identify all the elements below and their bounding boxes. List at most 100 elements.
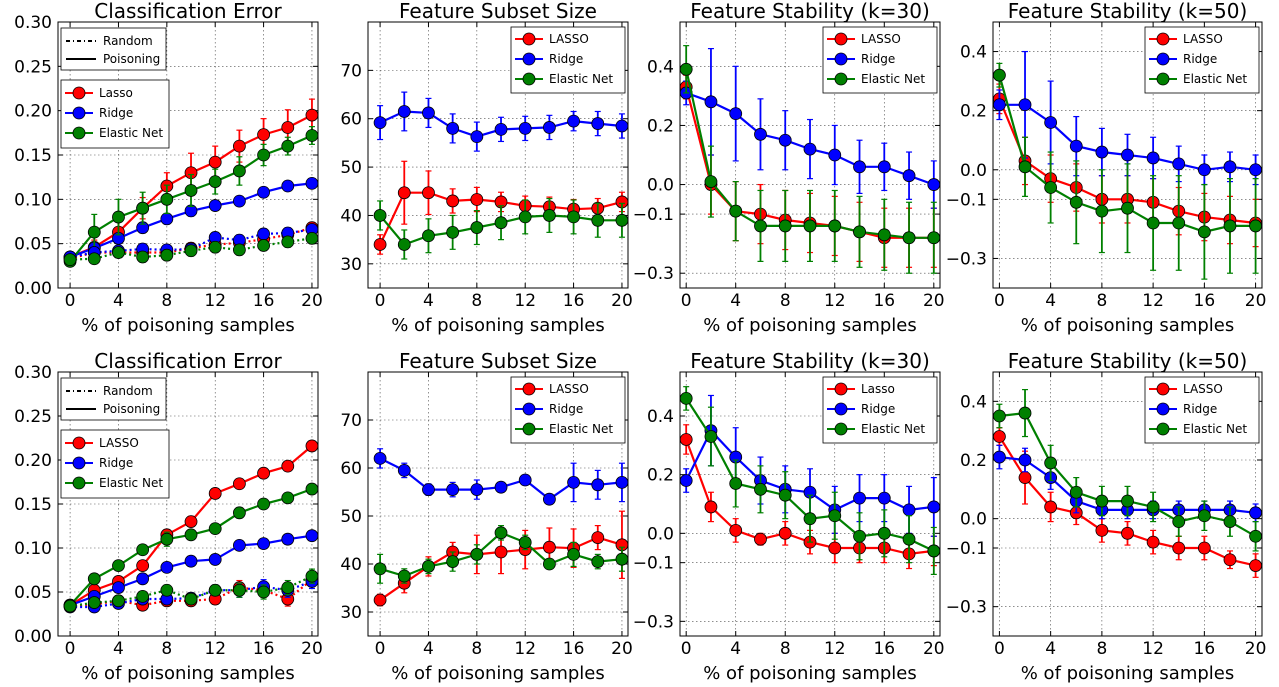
y-tick-label: 0.05	[14, 583, 52, 603]
y-tick-label: 0.0	[960, 161, 987, 181]
y-tick-label: 0.4	[960, 43, 987, 63]
data-point	[184, 184, 198, 197]
data-point	[1069, 139, 1083, 153]
data-point	[902, 169, 916, 183]
data-point	[397, 569, 411, 583]
y-tick-label: 0.05	[14, 235, 52, 255]
data-point	[993, 98, 1006, 112]
x-tick-label: 20	[1245, 291, 1267, 311]
legend-marker	[1156, 402, 1170, 416]
data-point	[993, 68, 1006, 82]
legend-label: Ridge	[549, 402, 583, 416]
data-point	[257, 185, 270, 199]
series-elastic-net	[993, 389, 1262, 552]
data-point	[281, 491, 295, 505]
data-point	[615, 119, 629, 133]
data-point	[729, 107, 743, 121]
x-tick-label: 16	[873, 291, 895, 311]
data-point	[1197, 509, 1211, 523]
data-point	[494, 545, 508, 559]
x-tick-label: 16	[253, 639, 275, 659]
data-point	[518, 473, 532, 487]
data-point	[902, 231, 916, 245]
data-point	[305, 129, 319, 142]
style-legend: Random Poisoning	[60, 377, 167, 421]
series-elastic-net	[373, 197, 629, 260]
y-tick-label: 0.4	[647, 407, 674, 427]
data-point	[778, 219, 792, 233]
data-point	[232, 139, 246, 153]
data-point	[1172, 541, 1186, 555]
data-point	[1146, 151, 1160, 165]
data-point	[184, 592, 198, 606]
data-point	[754, 532, 767, 546]
data-point	[257, 537, 270, 550]
axes-frame	[57, 371, 319, 637]
y-tick-label: 70	[340, 61, 362, 81]
data-point	[567, 210, 580, 224]
data-point	[567, 548, 580, 561]
x-axis-label: % of poisoning samples	[81, 663, 295, 684]
data-point	[1197, 163, 1211, 177]
data-point	[136, 201, 150, 215]
legend-marker	[1156, 422, 1170, 436]
data-point	[446, 483, 460, 497]
x-axis-label: % of poisoning samples	[391, 315, 605, 336]
data-point	[136, 572, 150, 586]
legend-marker	[834, 402, 848, 416]
data-point	[63, 253, 77, 267]
chart-panel-7: 0 4 8 12 16 20 −0.3 −0.1 0.0 0.2 0.4 Feature Stabil…	[633, 349, 945, 684]
x-tick-label: 12	[204, 291, 226, 311]
data-point	[112, 559, 125, 572]
legend-label: Lasso	[861, 382, 895, 396]
chart-title: Feature Stability (k=30)	[690, 0, 930, 23]
data-point	[112, 210, 125, 224]
axes-frame	[367, 371, 629, 637]
data-point	[232, 164, 246, 178]
data-point	[87, 225, 101, 239]
data-point	[993, 450, 1006, 464]
data-point	[87, 252, 101, 266]
y-tick-label: 0.15	[14, 146, 52, 166]
data-point	[112, 594, 125, 608]
data-point	[232, 583, 246, 597]
legend-marker	[522, 422, 536, 436]
data-point	[257, 466, 270, 480]
series-lasso	[993, 427, 1262, 578]
data-point	[828, 148, 842, 162]
data-point	[160, 532, 174, 546]
x-tick-label: 20	[923, 291, 945, 311]
data-point	[305, 439, 319, 453]
chart-title: Feature Subset Size	[399, 349, 597, 373]
chart-title: Classification Error	[94, 349, 282, 373]
data-point	[1121, 148, 1134, 162]
data-point	[1249, 506, 1262, 520]
y-tick-label: −0.1	[633, 205, 674, 225]
x-tick-label: 0	[65, 639, 76, 659]
series-legend: LASSO Ridge Elastic Net	[1144, 26, 1260, 94]
x-tick-label: 4	[423, 291, 434, 311]
chart-panel-8: 0 4 8 12 16 20 −0.3 −0.1 0.0 0.2 0.4 Feature Stabil…	[946, 349, 1267, 684]
data-point	[1121, 201, 1134, 215]
x-tick-label: 8	[1096, 639, 1107, 659]
data-point	[160, 212, 174, 226]
x-tick-label: 4	[730, 291, 741, 311]
legend-label: Random	[103, 34, 153, 48]
data-point	[1172, 216, 1186, 230]
data-point	[828, 541, 842, 555]
x-tick-label: 4	[423, 639, 434, 659]
chart-title: Feature Stability (k=30)	[690, 349, 930, 373]
data-point	[518, 121, 532, 135]
legend-label: Elastic Net	[549, 72, 613, 86]
y-tick-label: 0.10	[14, 539, 52, 559]
data-point	[422, 106, 435, 120]
data-point	[232, 538, 246, 552]
x-tick-label: 4	[1045, 291, 1056, 311]
data-point	[1249, 219, 1262, 233]
data-point	[305, 108, 319, 122]
x-tick-label: 8	[780, 291, 791, 311]
x-tick-label: 4	[113, 639, 124, 659]
data-point	[704, 500, 718, 514]
data-point	[542, 209, 556, 222]
chart-panel-1: 0 4 8 12 16 20 0.00 0.05 0.10 0.15 0.20 0.25 0.30 Cla…	[14, 0, 323, 336]
